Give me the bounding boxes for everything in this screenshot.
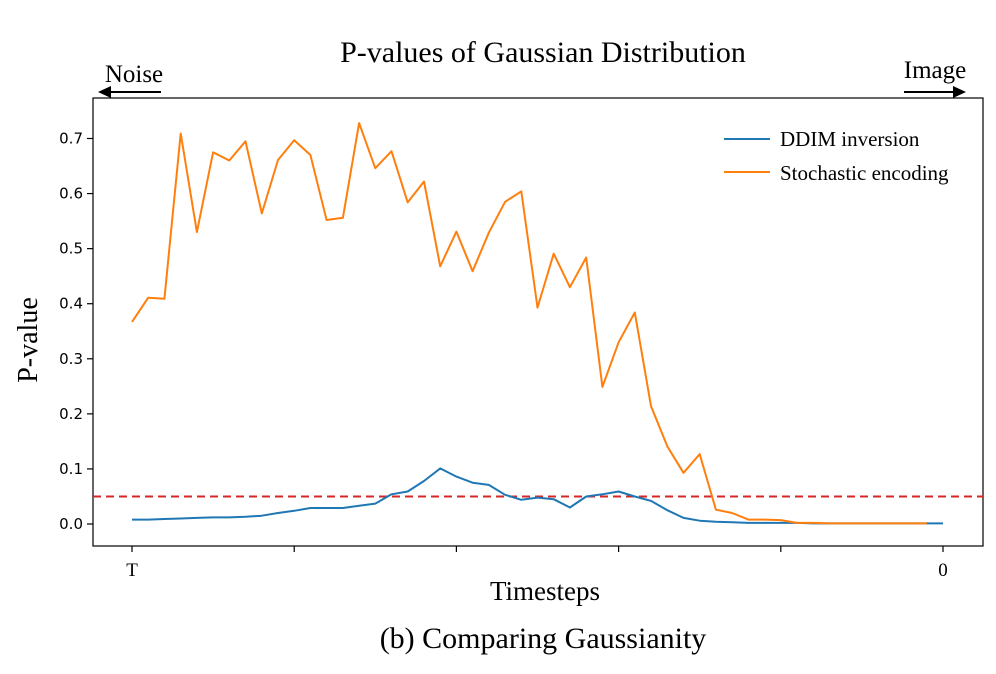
legend: DDIM inversion Stochastic encoding	[724, 127, 949, 185]
y-tick-label: 0.3	[59, 350, 83, 368]
right-arrow-icon	[904, 86, 966, 98]
x-tick-label: 0	[938, 560, 948, 581]
series-layer	[131, 122, 943, 525]
y-tick-label: 0.5	[59, 240, 83, 258]
x-axis-label: Timesteps	[490, 576, 600, 606]
legend-label-ddim: DDIM inversion	[780, 127, 920, 151]
figure-caption: (b) Comparing Gaussianity	[380, 622, 707, 655]
y-tick-label: 0.0	[59, 515, 83, 533]
stochastic-encoding-line	[131, 122, 927, 525]
y-tick-label: 0.1	[59, 460, 83, 478]
legend-label-stochastic: Stochastic encoding	[780, 161, 949, 185]
y-axis-label: P-value	[13, 297, 44, 383]
x-tick-label: T	[126, 560, 138, 581]
noise-label: Noise	[105, 61, 163, 88]
image-label: Image	[904, 57, 966, 84]
y-axis: 0.0 0.1 0.2 0.3 0.4 0.5 0.6 0.7	[59, 130, 93, 533]
y-tick-label: 0.4	[59, 295, 83, 313]
chart-title: P-values of Gaussian Distribution	[340, 36, 746, 69]
y-tick-label: 0.7	[59, 130, 83, 148]
left-arrow-icon	[98, 86, 161, 98]
plot-area	[92, 97, 984, 547]
y-tick-label: 0.6	[59, 185, 83, 203]
y-tick-label: 0.2	[59, 405, 83, 423]
